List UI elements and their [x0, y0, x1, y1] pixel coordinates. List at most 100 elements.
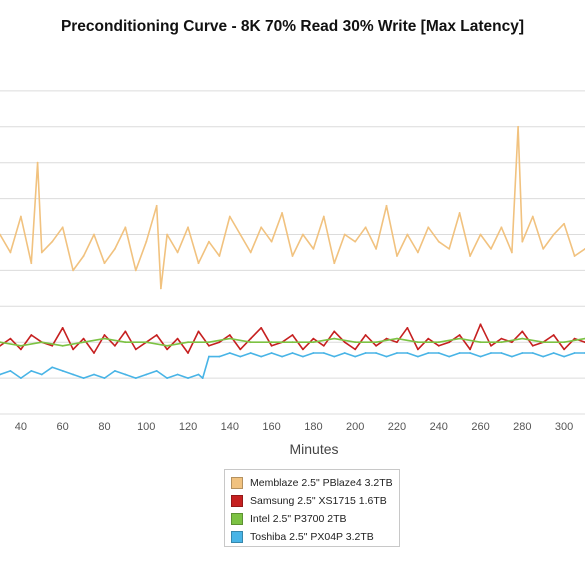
data-point: [531, 215, 534, 218]
data-point: [228, 337, 231, 340]
data-point: [354, 355, 357, 358]
x-tick-label: 220: [388, 421, 406, 433]
series-line: [0, 126, 585, 290]
data-point: [0, 233, 1, 236]
data-point: [9, 370, 12, 372]
x-tick-label: 120: [179, 421, 197, 433]
x-tick-label: 180: [304, 421, 322, 433]
data-point: [375, 341, 377, 344]
data-point: [0, 344, 1, 347]
data-point: [134, 348, 137, 351]
data-point: [469, 348, 471, 351]
legend-swatch: [231, 495, 243, 507]
data-point: [427, 337, 430, 340]
data-point: [448, 247, 451, 250]
data-point: [19, 348, 22, 351]
data-point: [517, 125, 520, 128]
data-point: [375, 344, 377, 347]
data-point: [291, 341, 294, 344]
x-tick-label: 200: [346, 421, 364, 433]
data-point: [82, 337, 85, 340]
data-point: [218, 355, 221, 358]
data-point: [500, 226, 503, 229]
data-point: [176, 251, 179, 254]
legend-swatch: [231, 513, 243, 525]
data-point: [563, 348, 566, 351]
data-point: [270, 352, 273, 354]
x-tick-label: 40: [15, 421, 27, 433]
series-line: [0, 352, 585, 379]
data-point: [197, 373, 200, 376]
data-point: [9, 251, 12, 254]
data-point: [458, 212, 461, 214]
legend-item[interactable]: Samsung 2.5" XS1715 1.6TB: [231, 492, 399, 510]
x-tick-label: 140: [221, 421, 239, 433]
x-tick-label: 80: [98, 421, 110, 433]
data-point: [30, 334, 33, 336]
data-point: [385, 337, 388, 340]
data-point: [291, 334, 294, 336]
data-point: [239, 233, 242, 236]
data-point: [134, 377, 137, 379]
data-point: [249, 341, 252, 344]
data-point: [500, 341, 503, 344]
data-point: [375, 352, 377, 354]
data-point: [281, 212, 283, 214]
data-point: [521, 352, 524, 354]
data-point: [312, 341, 315, 344]
data-point: [406, 233, 409, 236]
data-point: [343, 352, 346, 354]
data-point: [201, 377, 204, 379]
data-point: [30, 262, 33, 265]
data-point: [552, 352, 555, 354]
data-point: [40, 341, 43, 344]
data-point: [458, 337, 461, 340]
data-point: [30, 370, 33, 372]
legend-item[interactable]: Intel 2.5" P3700 2TB: [231, 510, 399, 528]
data-point: [469, 352, 471, 354]
data-point: [563, 355, 566, 358]
data-point: [510, 251, 513, 254]
data-point: [563, 341, 566, 344]
data-point: [228, 215, 231, 218]
data-point: [51, 344, 54, 347]
data-point: [573, 337, 576, 340]
legend-swatch: [231, 477, 243, 489]
legend-item[interactable]: Toshiba 2.5" PX04P 3.2TB: [231, 528, 399, 546]
data-point: [40, 373, 43, 376]
data-point: [531, 344, 534, 347]
data-point: [458, 352, 461, 354]
data-point: [197, 262, 200, 265]
data-point: [72, 373, 75, 376]
data-point: [82, 255, 85, 257]
data-point: [531, 352, 534, 354]
data-point: [176, 337, 179, 340]
data-point: [228, 352, 231, 354]
data-point: [333, 262, 336, 265]
data-point: [9, 337, 12, 340]
data-point: [249, 352, 252, 354]
data-point: [490, 344, 492, 347]
data-point: [479, 323, 482, 326]
data-point: [93, 352, 95, 354]
data-point: [40, 251, 43, 254]
data-point: [333, 330, 336, 333]
data-point: [51, 366, 54, 369]
data-point: [114, 344, 116, 347]
data-point: [406, 352, 409, 354]
data-point: [0, 373, 1, 376]
data-point: [322, 215, 325, 218]
data-point: [260, 226, 263, 229]
data-point: [542, 341, 545, 344]
data-point: [82, 377, 85, 379]
legend-item[interactable]: Memblaze 2.5" PBlaze4 3.2TB: [231, 474, 399, 492]
data-point: [354, 348, 357, 351]
data-point: [145, 240, 148, 243]
data-point: [187, 377, 189, 379]
x-tick-label: 60: [57, 421, 69, 433]
data-point: [552, 233, 555, 236]
data-point: [228, 334, 231, 336]
data-point: [260, 355, 263, 358]
data-point: [155, 370, 158, 372]
data-point: [176, 373, 179, 376]
